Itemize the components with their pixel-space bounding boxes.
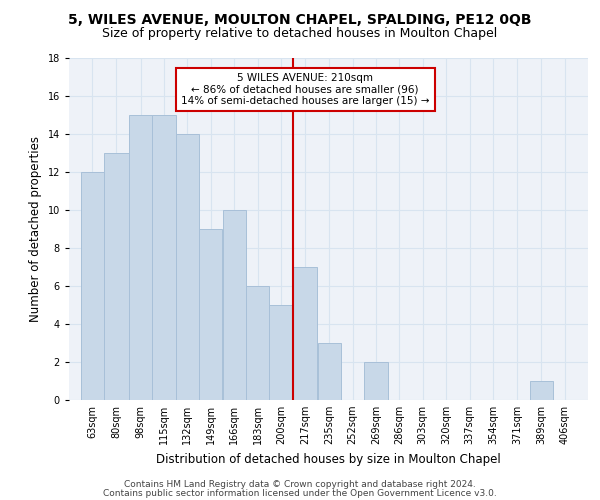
Bar — [129, 114, 152, 400]
Text: Contains HM Land Registry data © Crown copyright and database right 2024.: Contains HM Land Registry data © Crown c… — [124, 480, 476, 489]
Bar — [269, 305, 293, 400]
Bar — [317, 343, 341, 400]
Text: Size of property relative to detached houses in Moulton Chapel: Size of property relative to detached ho… — [103, 28, 497, 40]
Bar — [293, 267, 317, 400]
Bar — [364, 362, 388, 400]
Text: 5 WILES AVENUE: 210sqm
← 86% of detached houses are smaller (96)
14% of semi-det: 5 WILES AVENUE: 210sqm ← 86% of detached… — [181, 72, 430, 106]
Text: Contains public sector information licensed under the Open Government Licence v3: Contains public sector information licen… — [103, 488, 497, 498]
Bar — [223, 210, 246, 400]
Bar — [176, 134, 199, 400]
Bar — [530, 381, 553, 400]
Bar — [246, 286, 269, 400]
X-axis label: Distribution of detached houses by size in Moulton Chapel: Distribution of detached houses by size … — [156, 452, 501, 466]
Bar — [81, 172, 104, 400]
Bar — [152, 114, 176, 400]
Text: 5, WILES AVENUE, MOULTON CHAPEL, SPALDING, PE12 0QB: 5, WILES AVENUE, MOULTON CHAPEL, SPALDIN… — [68, 12, 532, 26]
Bar — [104, 152, 129, 400]
Bar — [199, 229, 223, 400]
Y-axis label: Number of detached properties: Number of detached properties — [29, 136, 42, 322]
